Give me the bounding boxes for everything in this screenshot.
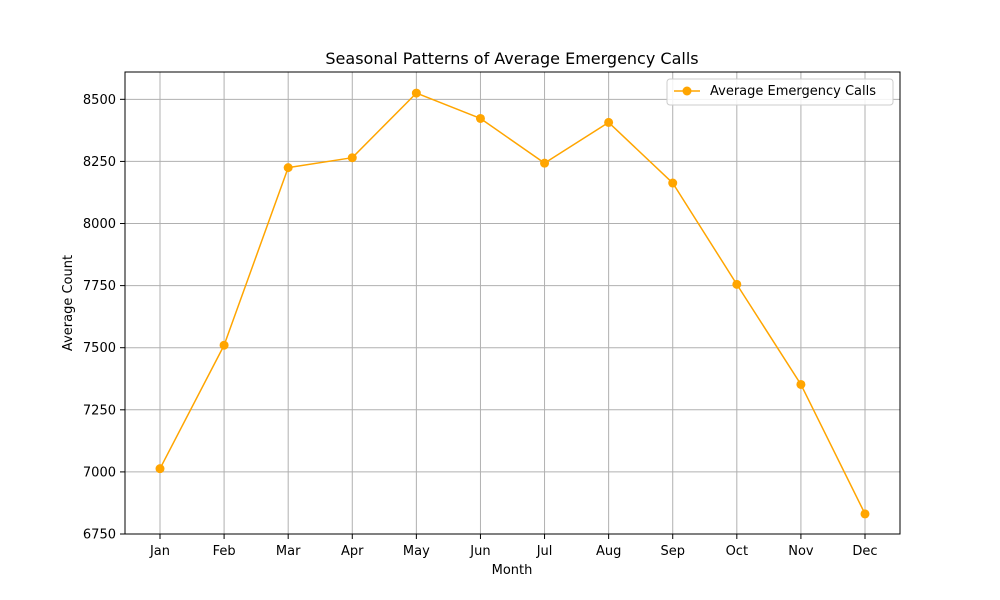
data-point-apr [347,153,357,163]
legend-marker-swatch [682,86,692,96]
x-tick-label: Oct [726,544,748,559]
y-tick-label: 8250 [83,155,116,170]
y-tick-label: 7750 [83,279,116,294]
axis-ticks: Jan Feb Mar Apr May Jun Jul Aug Sep Oct Nov Dec 6750… [83,93,878,559]
y-tick-label: 8000 [83,217,116,232]
y-tick-label: 7000 [83,465,116,480]
data-point-jun [475,113,485,123]
x-tick-label: Jul [536,544,553,559]
x-tick-label: Apr [341,544,364,559]
series [155,88,870,519]
data-point-oct [732,279,742,289]
data-point-feb [219,340,229,350]
x-tick-label: Feb [213,544,236,559]
x-tick-label: May [403,544,430,559]
x-tick-label: Sep [660,544,685,559]
legend-box [666,78,894,106]
y-axis-label: Average Count [61,255,76,351]
chart-title: Seasonal Patterns of Average Emergency C… [325,49,698,68]
data-point-nov [796,379,806,389]
data-point-may [411,88,421,98]
x-tick-label: Dec [852,544,877,559]
y-tick-label: 7250 [83,403,116,418]
data-point-jan [155,464,165,474]
x-tick-label: Jun [469,544,490,559]
data-point-sep [668,178,678,188]
y-tick-label: 7500 [83,341,116,356]
series-line [159,92,866,515]
legend-label: Average Emergency Calls [710,84,876,99]
y-tick-label: 6750 [83,528,116,543]
x-axis-label: Month [492,563,533,578]
data-point-aug [604,117,614,127]
x-tick-label: Aug [596,544,621,559]
y-tick-label: 8500 [83,93,116,108]
data-point-mar [283,163,293,173]
x-tick-label: Nov [788,544,814,559]
plot-frame [124,71,901,535]
x-tick-label: Mar [276,544,301,559]
x-tick-label: Jan [149,544,170,559]
data-point-dec [860,509,870,519]
data-point-jul [540,158,550,168]
legend: Average Emergency Calls [666,78,894,106]
